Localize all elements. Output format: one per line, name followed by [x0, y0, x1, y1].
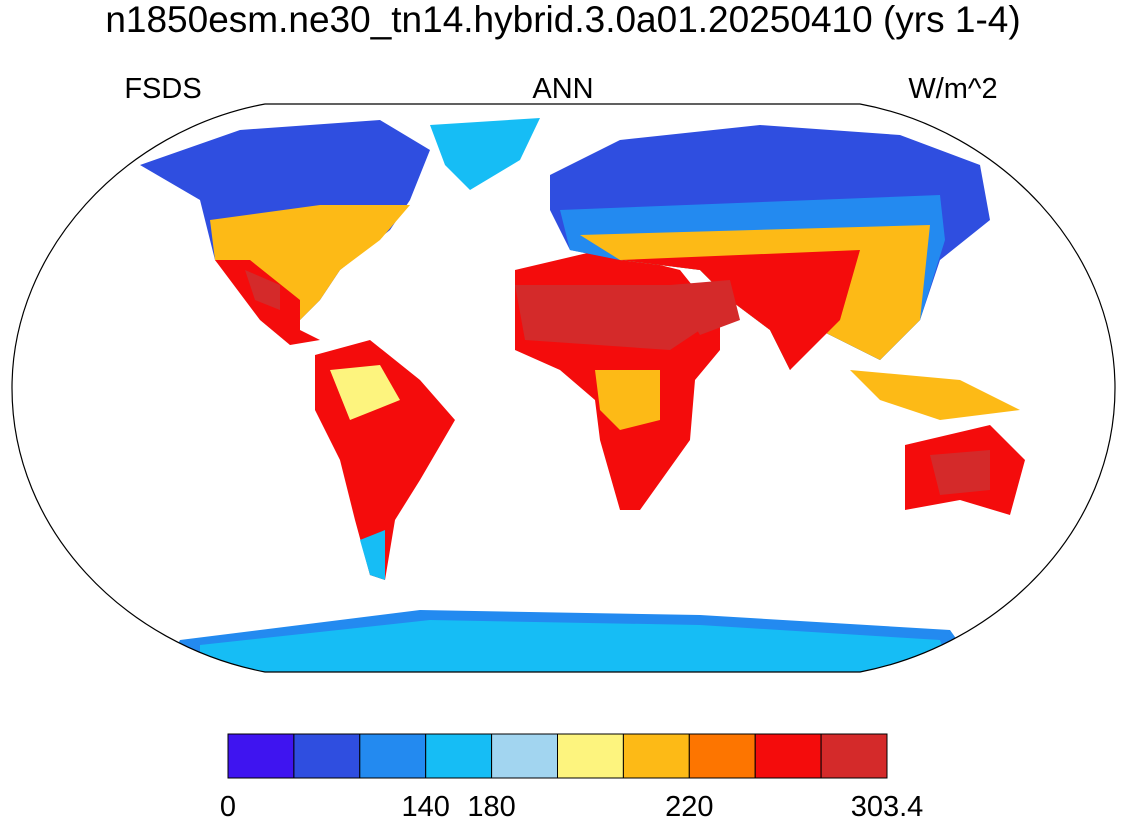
colorbar-swatch — [227, 733, 295, 779]
colorbar-tick-label: 220 — [665, 791, 713, 821]
colorbar-tick-label: 0 — [220, 791, 236, 821]
colorbar-swatch — [820, 733, 888, 779]
colorbar: 0 140 180 220 303.4 — [220, 733, 924, 823]
colorbar-tick-label: 140 — [402, 791, 450, 821]
colorbar-swatch — [688, 733, 756, 779]
colorbar-swatch — [293, 733, 361, 779]
colorbar-swatch — [754, 733, 822, 779]
colorbar-swatch — [622, 733, 690, 779]
plot-title: n1850esm.ne30_tn14.hybrid.3.0a01.2025041… — [105, 0, 1020, 40]
colorbar-swatch — [359, 733, 427, 779]
colorbar-swatch — [557, 733, 624, 779]
left-label: FSDS — [124, 73, 201, 105]
center-label: ANN — [532, 73, 593, 105]
right-label: W/m^2 — [908, 73, 997, 105]
colorbar-tick-label: 180 — [467, 791, 515, 821]
map-border — [11, 103, 1116, 673]
colorbar-swatch — [425, 733, 493, 779]
colorbar-swatch — [491, 733, 559, 779]
colorbar-tick-label: 303.4 — [851, 791, 924, 821]
map-land — [140, 118, 1025, 672]
